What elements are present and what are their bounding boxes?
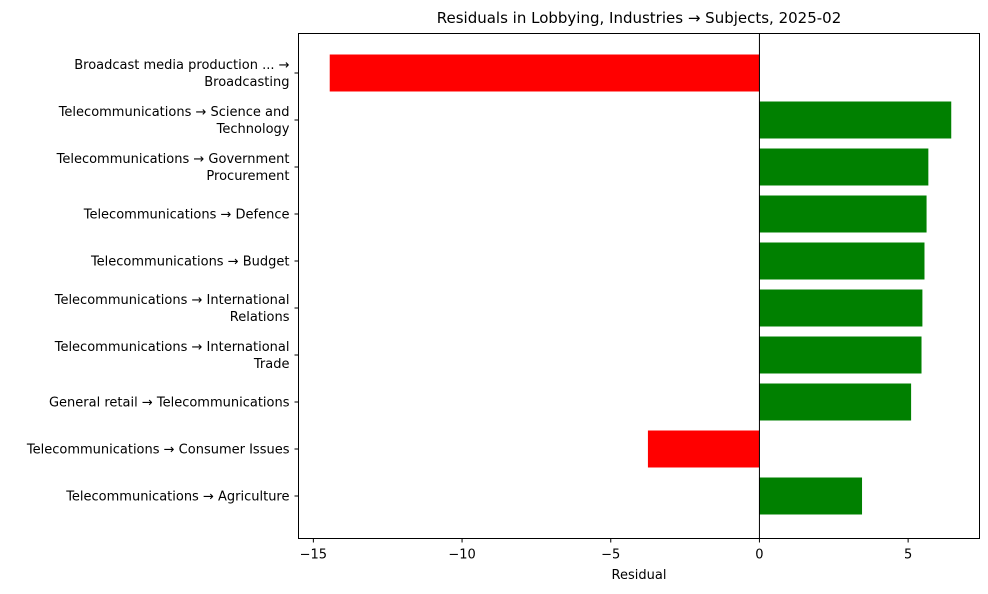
y-tick-label-6-0: Telecommunications → International (54, 340, 290, 355)
x-tick-label-3: 0 (755, 548, 763, 563)
bar-6 (759, 336, 922, 374)
bar-5 (759, 289, 923, 327)
y-tick-label-9-0: Telecommunications → Agriculture (65, 490, 289, 505)
y-tick-label-5-1: Relations (230, 310, 290, 325)
bar-8 (647, 430, 760, 468)
y-tick-label-0-0: Broadcast media production ... → (74, 58, 289, 73)
y-tick-label-1-0: Telecommunications → Science and (58, 105, 290, 120)
x-tick-label-0: −15 (300, 548, 327, 563)
plot-frame (298, 33, 980, 539)
y-tick-label-0-1: Broadcasting (204, 75, 289, 90)
x-axis-label: Residual (612, 568, 667, 583)
y-tick-label-2-1: Procurement (206, 169, 289, 184)
bar-9 (759, 477, 863, 515)
y-tick-label-5-0: Telecommunications → International (54, 293, 290, 308)
y-tick-label-3-0: Telecommunications → Defence (83, 208, 290, 223)
y-axis: Broadcast media production ... → Broadcas… (26, 58, 299, 505)
x-axis: −15 −10 −5 0 5 (300, 538, 912, 563)
bar-7 (759, 383, 912, 421)
bar-4 (759, 242, 925, 280)
y-tick-label-2-0: Telecommunications → Government (56, 152, 290, 167)
y-tick-label-8-0: Telecommunications → Consumer Issues (26, 443, 290, 458)
bar-2 (759, 148, 929, 186)
chart-title: Residuals in Lobbying, Industries → Subj… (437, 9, 842, 27)
x-tick-label-4: 5 (904, 548, 912, 563)
bar-0 (329, 54, 760, 92)
x-tick-label-1: −10 (448, 548, 475, 563)
y-tick-label-7-0: General retail → Telecommunications (49, 396, 290, 411)
y-tick-label-1-1: Technology (216, 122, 290, 137)
y-tick-label-4-0: Telecommunications → Budget (90, 255, 290, 270)
y-tick-label-6-1: Trade (253, 357, 290, 372)
bar-1 (759, 101, 952, 139)
bars-group (329, 54, 952, 515)
bar-3 (759, 195, 927, 233)
x-tick-label-2: −5 (601, 548, 620, 563)
